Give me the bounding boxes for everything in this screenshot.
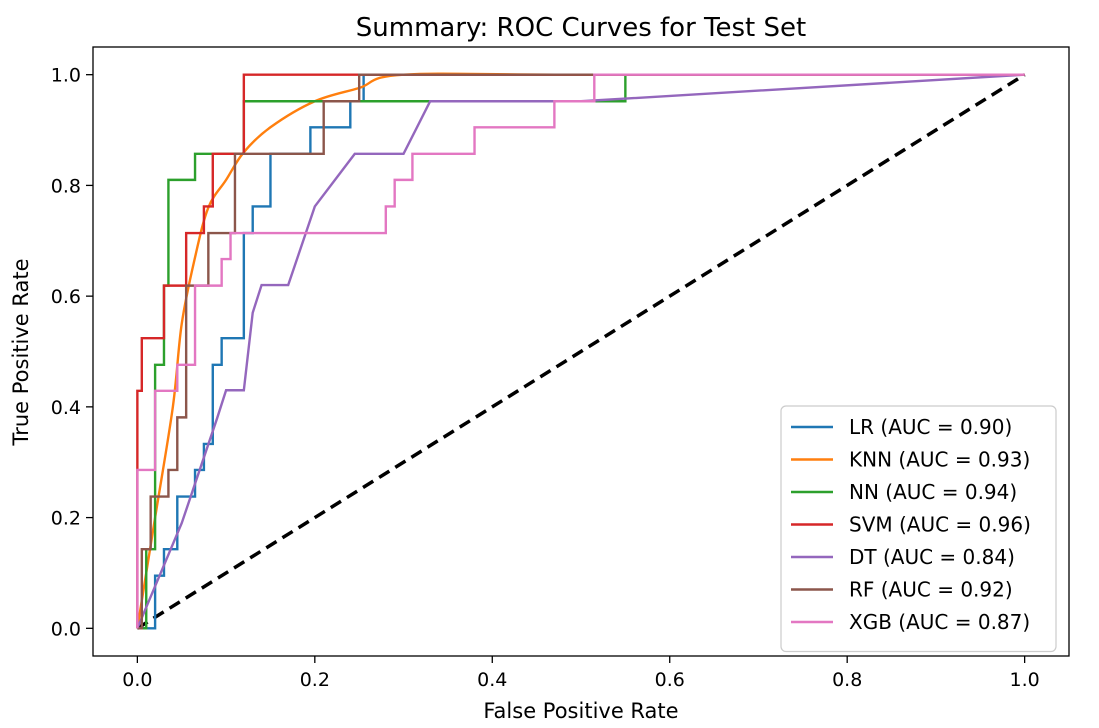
legend-label-0: LR (AUC = 0.90): [849, 415, 1012, 439]
x-tick-label: 0.8: [832, 669, 862, 691]
plot-area: [136, 72, 1026, 630]
y-tick-label: 0.0: [51, 618, 81, 640]
series-line-5: [137, 73, 1025, 630]
x-tick-label: 0.2: [300, 669, 330, 691]
series-line-6: [136, 73, 1025, 629]
plot-frame: [92, 46, 1070, 657]
series-line-2: [137, 73, 1025, 630]
x-tick-label: 0.0: [122, 669, 152, 691]
y-tick-label: 0.8: [51, 175, 81, 197]
y-tick-label: 0.6: [51, 286, 81, 308]
y-axis: 0.0 0.2 0.4 0.6 0.8 1.0: [51, 65, 93, 640]
y-tick-label: 1.0: [51, 65, 81, 87]
x-tick-label: 0.6: [655, 669, 685, 691]
legend-label-6: XGB (AUC = 0.87): [849, 610, 1030, 634]
chance-reference-line: [136, 73, 1026, 630]
legend-label-5: RF (AUC = 0.92): [849, 578, 1013, 602]
series-line-0: [137, 73, 1025, 630]
x-tick-label: 0.4: [477, 669, 507, 691]
x-axis: 0.0 0.2 0.4 0.6 0.8 1.0: [122, 656, 1040, 691]
legend: LR (AUC = 0.90) KNN (AUC = 0.93) NN (AUC =…: [780, 405, 1057, 653]
legend-label-4: DT (AUC = 0.84): [849, 545, 1015, 569]
y-tick-label: 0.2: [51, 508, 81, 530]
legend-label-2: NN (AUC = 0.94): [849, 480, 1017, 504]
legend-box: [780, 405, 1057, 653]
series-line-3: [136, 73, 1025, 629]
chart-title: Summary: ROC Curves for Test Set: [356, 13, 806, 43]
x-axis-label: False Positive Rate: [483, 699, 678, 723]
y-tick-label: 0.4: [51, 397, 81, 419]
legend-label-1: KNN (AUC = 0.93): [849, 448, 1030, 472]
legend-label-3: SVM (AUC = 0.96): [849, 513, 1031, 537]
y-axis-label: True Positive Rate: [9, 258, 33, 446]
x-tick-label: 1.0: [1010, 669, 1040, 691]
series-line-4: [136, 73, 1025, 629]
